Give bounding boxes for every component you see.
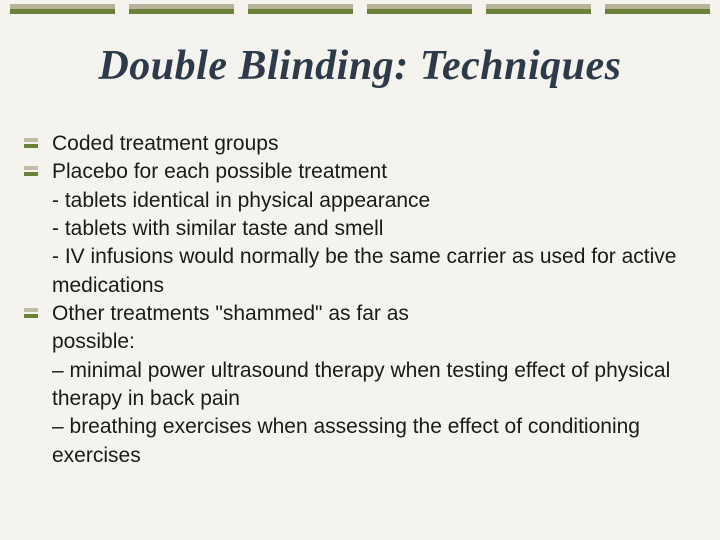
slide-body: Coded treatment groups Placebo for each … — [0, 130, 720, 470]
bullet-icon — [24, 166, 38, 176]
bullet-2-sub1: - tablets identical in physical appearan… — [46, 187, 686, 215]
bullet-3-sub2: – breathing exercises when assessing the… — [46, 413, 686, 470]
bar-segment — [248, 4, 353, 14]
bullet-1-text: Coded treatment groups — [52, 132, 278, 155]
bar-segment — [605, 4, 710, 14]
bullet-2: Placebo for each possible treatment — [46, 158, 686, 186]
bullet-2-text: Placebo for each possible treatment — [52, 160, 387, 183]
bullet-2-sub3: - IV infusions would normally be the sam… — [46, 243, 686, 271]
bullet-3-sub1: – minimal power ultrasound therapy when … — [46, 357, 686, 414]
bullet-3b: possible: — [46, 328, 686, 356]
top-decorative-bars — [0, 0, 720, 14]
bullet-icon — [24, 308, 38, 318]
bar-segment — [129, 4, 234, 14]
bar-segment — [367, 4, 472, 14]
bullet-3-text: Other treatments "shammed" as far as — [52, 302, 409, 325]
bar-segment — [486, 4, 591, 14]
bullet-3: Other treatments "shammed" as far as — [46, 300, 686, 328]
bullet-2-sub2: - tablets with similar taste and smell — [46, 215, 686, 243]
slide-title: Double Blinding: Techniques — [0, 42, 720, 90]
bullet-2-sub3b: medications — [46, 272, 686, 300]
bullet-icon — [24, 138, 38, 148]
bar-segment — [10, 4, 115, 14]
bullet-1: Coded treatment groups — [46, 130, 686, 158]
